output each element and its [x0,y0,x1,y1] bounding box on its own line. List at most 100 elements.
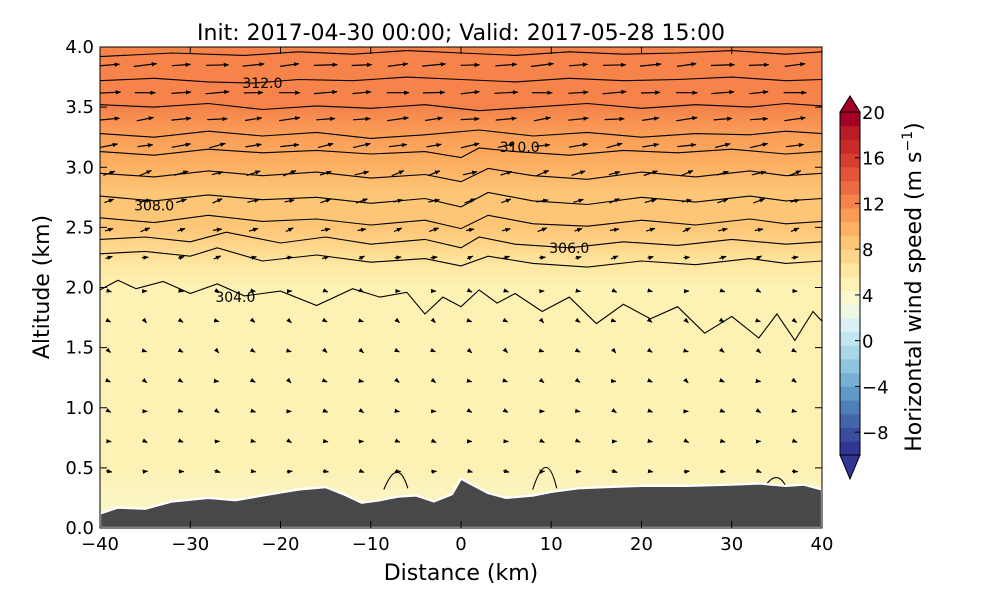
wind-vector [568,90,589,95]
wind-vector [103,170,116,176]
wind-vector [205,89,230,95]
wind-vector [425,116,444,122]
wind-vector [105,347,111,353]
wind-vector [719,469,726,474]
colorbar-label-sup: −1 [900,131,916,152]
terrain-surface [100,477,822,528]
wind-vector [683,348,689,353]
wind-vector [177,377,184,383]
wind-vector [790,227,800,232]
contour-label: 304.0 [215,290,255,306]
wind-vector [569,62,589,67]
wind-vector [394,377,400,383]
y-tick-label: 2.5 [65,217,94,238]
wind-vector [609,227,620,232]
wind-vector [285,227,294,233]
wind-vector [677,62,697,67]
wind-vector [784,62,806,67]
colorbar-swatch [840,427,860,442]
colorbar-label: Horizontal wind speed (m s−1) [900,122,927,452]
wind-vector [575,255,582,261]
wind-vector [786,142,805,148]
wind-vector [430,347,436,353]
colorbar-swatch [840,413,860,429]
wind-vector [284,198,295,204]
wind-vector [503,288,510,293]
wind-vector [748,62,770,68]
wind-vector [534,143,551,148]
wind-vector [749,116,769,122]
colorbar: 20 16 12 8 4 0 −4 −8 Horizontal wind speed (m s… [839,95,927,481]
wind-vector [427,170,441,177]
colorbar-swatch [840,249,860,264]
wind-vector [357,227,367,232]
colorbar-swatch [840,317,860,333]
colorbar-swatch [840,358,860,374]
contour-line [100,76,822,84]
wind-vector [711,90,735,95]
colorbar-swatch [840,400,860,415]
colorbar-swatch [840,331,860,346]
wind-vector [430,377,437,384]
wind-vector [683,438,690,444]
wind-vector [279,116,301,122]
contour-line [100,247,822,268]
colorbar-tick-label: 16 [862,149,885,170]
wind-vector [138,169,152,177]
wind-vector [142,469,149,474]
contour-line [100,147,822,159]
wind-vector [171,62,192,67]
plot-area: 312.0 310.0 308.0 306.0 304.0 [100,47,822,528]
wind-vector [213,318,220,323]
x-tick-label: 0 [455,534,466,555]
wind-vector [538,317,545,324]
wind-vector [466,287,473,293]
wind-vector [317,142,334,149]
wind-vector [502,378,509,383]
colorbar-label-end: ) [902,122,927,131]
wind-vector [646,378,653,383]
wind-vector [177,227,186,233]
wind-vector [100,116,121,121]
wind-vector [422,62,447,67]
wind-vector [358,468,365,473]
wind-vector [177,347,184,353]
wind-vector [313,62,338,67]
wind-vector [611,347,617,354]
y-tick-label: 2.0 [65,278,94,299]
wind-vector [388,142,408,148]
wind-vector [245,116,263,122]
wind-vector [177,438,184,443]
wind-vector [573,198,584,203]
wind-vector [316,116,336,121]
wind-vector [568,142,589,148]
wind-vector [644,198,657,203]
colorbar-tick-label: −8 [862,423,889,444]
wind-vector [755,468,762,473]
colorbar-swatch [840,208,860,223]
wind-vector [460,142,480,149]
wind-vector [533,116,552,122]
wind-vector [467,468,473,473]
wind-vector [683,377,689,384]
wind-vector [177,317,184,323]
wind-vector [574,438,581,443]
wind-vector [104,198,115,204]
colorbar-swatch [840,345,860,360]
wind-vector [791,317,798,323]
wind-vector [213,255,222,260]
wind-vector [502,408,509,413]
colorbar-swatch [840,194,860,209]
contour-line [532,467,558,490]
wind-vector [280,142,300,148]
wind-vector [358,318,364,323]
wind-vector [394,347,400,353]
wind-vector [755,318,761,323]
wind-vector [214,468,221,473]
wind-vector [466,255,474,261]
wind-vector [676,116,698,122]
colorbar-swatch [840,153,860,168]
wind-vector [755,408,762,414]
wind-vector [171,142,192,148]
colorbar-swatch [840,139,860,154]
